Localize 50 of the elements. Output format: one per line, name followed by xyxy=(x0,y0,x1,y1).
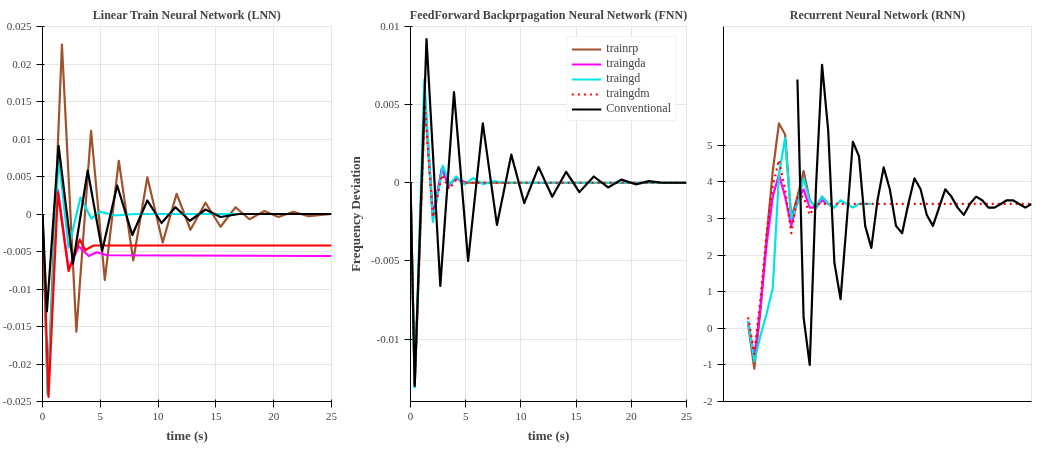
y-tick-label: -0.005 xyxy=(371,254,400,267)
x-tick-label: 5 xyxy=(97,409,104,422)
line-series xyxy=(747,158,1032,356)
legend-label: traingd xyxy=(606,71,641,86)
x-tick-label: 15 xyxy=(570,409,583,422)
y-tick-label: -0.025 xyxy=(3,395,32,407)
y-tick-label: 5 xyxy=(707,138,713,151)
x-tick-label: 0 xyxy=(39,409,46,422)
y-tick-label: 0.02 xyxy=(12,57,32,70)
chart-title: Recurrent Neural Network (RNN) xyxy=(789,7,966,22)
y-tick-label: 1 xyxy=(707,285,713,298)
line-series xyxy=(747,136,873,363)
y-tick-label: -2 xyxy=(703,395,713,407)
x-tick-label: 10 xyxy=(515,409,527,422)
x-axis-title: time (s) xyxy=(166,427,208,443)
y-axis-title: Frequency Deviation xyxy=(348,155,364,272)
x-tick-label: 10 xyxy=(152,409,165,422)
x-tick-label: 20 xyxy=(268,409,280,422)
y-tick-label: 0.005 xyxy=(374,98,400,111)
y-tick-label: 0.025 xyxy=(6,20,32,32)
chart-title: FeedForward Backprpagation Neural Network (FNN) xyxy=(409,7,688,22)
x-tick-label: 20 xyxy=(625,409,638,422)
legend-label: Conventional xyxy=(606,101,671,116)
y-tick-label: -1 xyxy=(703,358,713,371)
chart-title: Linear Train Neural Network (LNN) xyxy=(92,7,281,22)
legend-label: trainrp xyxy=(606,41,639,56)
x-tick-label: 25 xyxy=(326,409,338,422)
y-tick-label: 0 xyxy=(707,321,713,334)
y-tick-label: -0.02 xyxy=(8,357,32,370)
y-tick-label: -0.015 xyxy=(3,320,32,332)
x-tick-label: 25 xyxy=(681,409,693,422)
legend-label: traingda xyxy=(606,56,646,71)
y-tick-label: 0.005 xyxy=(6,170,32,182)
line-series xyxy=(796,63,1032,367)
y-tick-label: 0.01 xyxy=(380,20,400,32)
x-axis-title: time (s) xyxy=(527,427,570,443)
y-tick-label: -0.005 xyxy=(3,245,32,257)
y-tick-label: -0.01 xyxy=(376,332,400,345)
y-tick-label: 0 xyxy=(26,207,32,220)
y-tick-label: 0.015 xyxy=(6,95,32,107)
x-tick-label: 0 xyxy=(407,409,414,422)
y-tick-label: 0.01 xyxy=(12,132,32,145)
y-tick-label: -0.01 xyxy=(8,282,32,295)
x-tick-label: 5 xyxy=(462,409,469,422)
legend-label: traingdm xyxy=(606,86,650,101)
y-tick-label: 4 xyxy=(707,175,713,188)
y-tick-label: 3 xyxy=(707,212,713,225)
y-tick-label: 2 xyxy=(707,248,713,261)
y-tick-label: 0 xyxy=(394,176,400,189)
x-tick-label: 15 xyxy=(210,409,222,422)
